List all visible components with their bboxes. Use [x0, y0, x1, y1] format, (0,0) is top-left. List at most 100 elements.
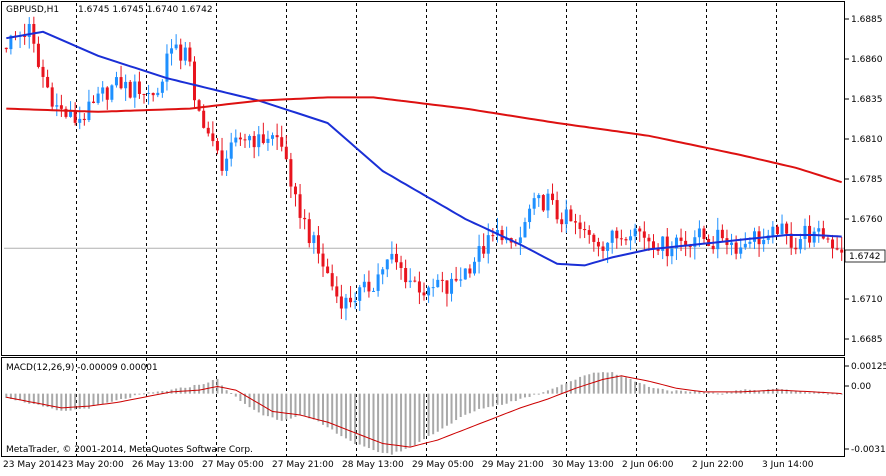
bull-candle: [372, 290, 376, 292]
bull-candle: [748, 241, 752, 244]
macd-y-tick-label: 0.00: [851, 382, 871, 392]
bear-candle: [394, 253, 398, 263]
x-tick-label: 27 May 05:00: [202, 460, 264, 470]
bear-candle: [339, 296, 343, 309]
bull-candle: [472, 261, 476, 274]
bear-candle: [422, 292, 426, 296]
bear-candle: [64, 108, 68, 117]
macd-histogram-bar: [482, 393, 485, 409]
price-axis: 1.6885 1.6860 1.6835 1.6810 1.6785 1.6760 1.67…: [844, 15, 886, 455]
bull-candle: [564, 209, 568, 225]
macd-histogram-bar: [689, 391, 692, 394]
macd-histogram-bar: [487, 393, 490, 408]
macd-histogram-bar: [317, 393, 320, 422]
macd-histogram-bar: [675, 390, 678, 394]
macd-histogram-bar: [280, 393, 283, 421]
macd-histogram-bar: [826, 393, 829, 395]
bear-candle: [541, 195, 545, 211]
current-price-marker: 1.6742: [844, 249, 886, 263]
bull-candle: [229, 142, 233, 159]
bull-candle: [546, 193, 550, 211]
macd-histogram-bar: [634, 381, 637, 394]
bear-candle: [831, 239, 835, 249]
macd-histogram-bar: [161, 391, 164, 394]
macd-histogram-bar: [441, 393, 444, 429]
bear-candle: [23, 35, 27, 37]
bear-candle: [468, 268, 472, 274]
bull-candle: [381, 269, 385, 275]
macd-histogram-bar: [110, 393, 113, 402]
macd-histogram-bar: [583, 375, 586, 394]
macd-histogram-bar: [478, 393, 481, 409]
bull-candle: [743, 243, 747, 248]
y-tick-label: 1.6835: [851, 95, 883, 105]
bear-candle: [656, 248, 660, 251]
macd-histogram-bar: [175, 388, 178, 394]
macd-histogram-bar: [115, 393, 118, 401]
bull-candle: [459, 279, 463, 281]
bear-candle: [491, 235, 495, 237]
bear-candle: [367, 281, 371, 292]
bull-candle: [606, 242, 610, 251]
macd-histogram-bar: [638, 382, 641, 394]
macd-histogram-bar: [703, 392, 705, 394]
macd-y-tick-label: 0.00125: [851, 362, 886, 372]
bear-candle: [821, 228, 825, 239]
macd-histogram-bar: [101, 393, 104, 405]
bear-candle: [261, 134, 265, 143]
bear-candle: [303, 217, 307, 220]
macd-histogram-bar: [753, 389, 756, 394]
macd-histogram-bar: [83, 393, 86, 409]
macd-histogram-bar: [234, 393, 237, 397]
macd-histogram-bar: [551, 388, 554, 394]
bear-candle: [840, 249, 844, 253]
macd-histogram-bar: [69, 393, 72, 411]
bear-candle: [615, 230, 619, 239]
bear-candle: [289, 159, 293, 187]
bear-candle: [734, 242, 738, 254]
macd-histogram-bar: [556, 387, 559, 394]
macd-histogram-bar: [28, 393, 31, 404]
bull-candle: [528, 208, 532, 223]
bear-candle: [454, 278, 458, 281]
y-tick-label: 1.6685: [851, 335, 883, 345]
macd-histogram-bar: [294, 393, 297, 417]
bull-candle: [248, 135, 252, 141]
macd-histogram-bar: [730, 392, 733, 394]
bear-candle: [192, 61, 196, 101]
macd-histogram-bar: [335, 393, 338, 434]
bear-candle: [92, 101, 96, 103]
y-tick-label: 1.6885: [851, 15, 883, 25]
bear-candle: [326, 266, 330, 274]
bear-candle: [711, 245, 715, 250]
macd-histogram-bar: [326, 393, 329, 428]
macd-histogram-bar: [519, 393, 522, 399]
fast-moving-average-line: [6, 30, 842, 267]
bull-candle: [661, 236, 665, 251]
macd-histogram-bar: [400, 393, 403, 452]
current-price-label: 1.6742: [849, 252, 881, 262]
y-tick-label: 1.6860: [851, 55, 883, 65]
macd-histogram-bar: [693, 390, 696, 394]
macd-histogram-bar: [271, 393, 274, 418]
macd-histogram-bar: [193, 384, 196, 394]
bull-candle: [532, 198, 536, 209]
macd-histogram-bar: [670, 391, 673, 394]
bear-candle: [252, 135, 256, 148]
bear-candle: [293, 186, 297, 195]
macd-histogram-bar: [344, 393, 347, 439]
bear-candle: [197, 100, 201, 111]
bear-candle: [583, 229, 587, 231]
bear-candle: [188, 47, 192, 62]
bull-candle: [518, 237, 522, 244]
bear-candle: [642, 231, 646, 238]
macd-histogram-bar: [647, 386, 650, 394]
macd-histogram-bar: [367, 393, 370, 449]
macd-histogram-bar: [606, 372, 609, 394]
bull-candle: [427, 287, 431, 296]
macd-histogram-bar: [23, 393, 26, 403]
bull-candle: [450, 278, 454, 294]
bear-candle: [298, 194, 302, 218]
bear-candle: [119, 77, 123, 89]
macd-histogram-bar: [78, 393, 81, 410]
